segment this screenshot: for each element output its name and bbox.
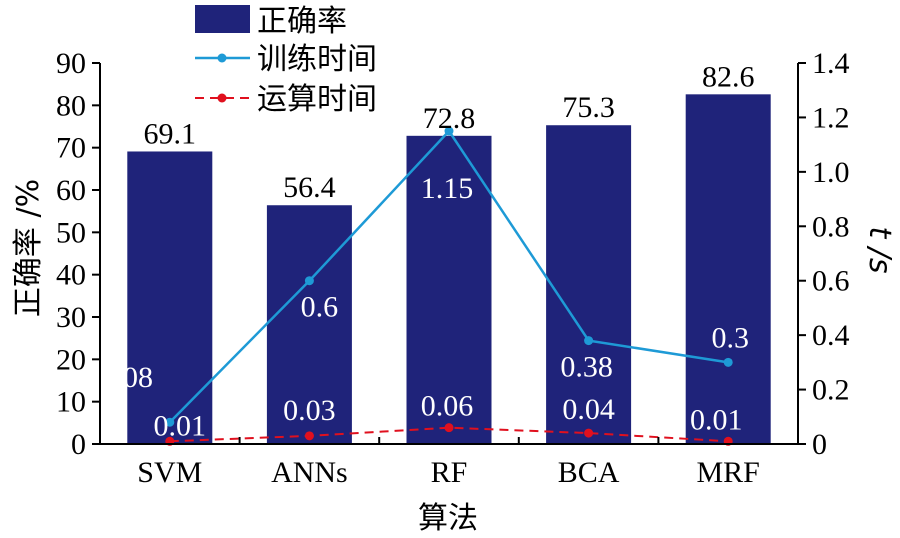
- bar-anns: [266, 205, 352, 444]
- y-tick-label-right: 0: [812, 428, 827, 461]
- y-axis-title-right: t /s: [862, 226, 897, 273]
- legend-label-accuracy: 正确率: [257, 4, 347, 39]
- point-calc-rf: [444, 423, 454, 433]
- x-tick-label-rf: RF: [431, 456, 468, 489]
- labels: 69.1 56.4 72.8 75.3 82.6 0.08 0.6 1.15 0.38 0.3 0.…: [101, 60, 755, 442]
- legend-swatch-accuracy: [195, 5, 250, 33]
- bar-svm: [127, 151, 213, 444]
- x-tick-label-bca: BCA: [558, 456, 620, 489]
- legend-label-train: 训练时间: [257, 42, 377, 77]
- y-tick-label-left: 70: [56, 132, 86, 165]
- bar-label-svm: 69.1: [144, 117, 197, 150]
- y-axis-title-left: 正确率 /%: [11, 179, 46, 317]
- y-tick-label-right: 1.0: [812, 156, 850, 189]
- bars: [127, 94, 771, 445]
- y-tick-label-left: 20: [56, 343, 86, 376]
- train-label-bca: 0.38: [560, 351, 613, 384]
- legend-marker-train: [217, 53, 227, 63]
- legend-marker-calc: [217, 93, 227, 103]
- train-label-svm: 0.08: [101, 361, 154, 394]
- y-tick-label-left: 30: [56, 301, 86, 334]
- calc-label-mrf: 0.01: [690, 403, 743, 436]
- y-tick-label-right: 1.2: [812, 101, 850, 134]
- y-tick-label-right: 0.2: [812, 374, 850, 407]
- y-tick-label-left: 90: [56, 47, 86, 80]
- calc-label-anns: 0.03: [283, 394, 336, 427]
- point-train-anns: [304, 276, 314, 286]
- bar-bca: [546, 125, 632, 444]
- point-train-mrf: [723, 357, 733, 367]
- legend-label-calc: 运算时间: [257, 82, 377, 117]
- x-tick-label-mrf: MRF: [697, 456, 760, 489]
- point-calc-anns: [304, 431, 314, 441]
- point-train-bca: [584, 336, 594, 346]
- y-tick-label-left: 80: [56, 89, 86, 122]
- y-tick-label-right: 0.4: [812, 319, 850, 352]
- y-tick-label-right: 0.8: [812, 210, 850, 243]
- x-tick-label-svm: SVM: [137, 456, 202, 489]
- train-label-anns: 0.6: [301, 291, 339, 324]
- point-train-svm: [165, 417, 175, 427]
- x-tick-label-anns: ANNs: [271, 456, 348, 489]
- train-label-rf: 1.15: [421, 172, 474, 205]
- calc-label-bca: 0.04: [562, 393, 615, 426]
- series-line-calc: [169, 426, 729, 443]
- bar-label-mrf: 82.6: [702, 60, 755, 93]
- y-tick-label-left: 60: [56, 174, 86, 207]
- bar-label-anns: 56.4: [283, 171, 336, 204]
- bar-mrf: [685, 94, 771, 445]
- calc-label-rf: 0.06: [421, 390, 474, 423]
- y-tick-label-left: 50: [56, 216, 86, 249]
- bar-label-bca: 75.3: [562, 91, 615, 124]
- y-tick-label-right: 1.4: [812, 47, 850, 80]
- y-tick-label-left: 40: [56, 259, 86, 292]
- y-tick-label-right: 0.6: [812, 265, 850, 298]
- axes: 0 10 20 30 40 50 60 70 80 90 0 0.2 0.4 0.6 0.8 1.0 1.2 1.…: [56, 47, 850, 489]
- calc-label-svm: 0.01: [154, 409, 207, 442]
- y-tick-label-left: 0: [71, 428, 86, 461]
- point-train-rf: [444, 126, 454, 136]
- y-tick-label-left: 10: [56, 386, 86, 419]
- train-label-mrf: 0.3: [711, 321, 749, 354]
- bar-rf: [406, 135, 492, 444]
- point-calc-bca: [584, 428, 594, 438]
- x-axis-title: 算法: [418, 501, 478, 536]
- bar-label-rf: 72.8: [423, 102, 476, 135]
- lines: [165, 126, 733, 446]
